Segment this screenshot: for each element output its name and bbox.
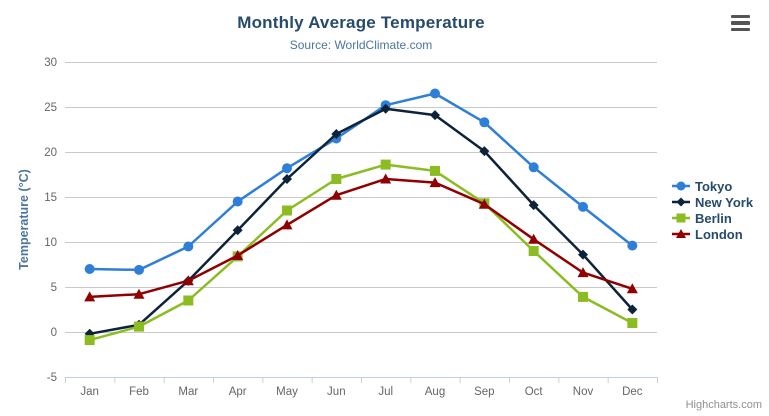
series-line-new-york[interactable] [88, 107, 634, 336]
data-point-berlin[interactable] [331, 174, 342, 184]
circle-legend-marker-icon [672, 181, 690, 191]
x-axis-label: Dec [622, 386, 643, 398]
data-point-tokyo[interactable] [282, 163, 292, 174]
data-point-tokyo[interactable] [183, 241, 194, 252]
legend-item-label: Berlin [695, 210, 732, 226]
data-point-london[interactable] [528, 233, 540, 244]
data-point-tokyo[interactable] [84, 264, 95, 274]
legend-item-berlin[interactable]: Berlin [672, 210, 753, 226]
x-axis-label: Jun [327, 386, 346, 398]
data-point-berlin[interactable] [380, 159, 391, 170]
x-axis-label: May [276, 386, 298, 398]
triangle-icon [676, 229, 686, 238]
data-point-new-york[interactable] [430, 110, 440, 121]
data-point-berlin[interactable] [183, 295, 194, 306]
legend-item-label: Tokyo [695, 178, 733, 194]
data-point-berlin[interactable] [627, 318, 638, 328]
data-point-tokyo[interactable] [578, 201, 588, 212]
x-axis-label: Sep [474, 386, 494, 398]
chart-subtitle: Source: WorldClimate.com [289, 38, 433, 52]
legend-item-new-york[interactable]: New York [672, 194, 753, 210]
data-point-london[interactable] [577, 267, 589, 278]
series-line-london[interactable] [88, 177, 634, 299]
data-point-london[interactable] [429, 177, 441, 188]
data-point-tokyo[interactable] [627, 240, 638, 251]
export-menu-button[interactable] [731, 15, 750, 31]
y-axis-label: 5 [51, 282, 57, 294]
x-axis-label: Jul [378, 386, 393, 398]
data-point-new-york[interactable] [331, 129, 342, 139]
hamburger-icon [731, 21, 750, 25]
x-axis-label: Nov [573, 386, 594, 398]
diamond-legend-marker-icon [672, 197, 690, 207]
data-point-new-york[interactable] [528, 200, 539, 211]
data-point-london[interactable] [626, 283, 638, 294]
series-line-tokyo[interactable] [88, 92, 634, 272]
y-axis-label: 15 [44, 192, 57, 204]
legend-item-label: New York [695, 194, 754, 210]
data-point-tokyo[interactable] [479, 117, 490, 128]
data-point-tokyo[interactable] [430, 88, 440, 99]
hamburger-icon [731, 15, 750, 19]
data-point-london[interactable] [281, 219, 293, 230]
data-point-tokyo[interactable] [232, 196, 243, 207]
hamburger-icon [731, 27, 750, 31]
data-point-berlin[interactable] [528, 246, 539, 256]
data-point-london[interactable] [330, 189, 342, 200]
y-axis-label: 10 [44, 237, 57, 249]
data-point-new-york[interactable] [282, 174, 292, 184]
data-point-london[interactable] [133, 288, 145, 299]
x-axis-label: Aug [425, 386, 445, 398]
x-axis-label: Apr [229, 386, 247, 398]
y-axis-label: 0 [51, 327, 57, 339]
triangle-legend-marker-icon [672, 229, 690, 238]
x-axis-label: Oct [525, 386, 544, 398]
legend: Tokyo New York Berlin London [672, 178, 753, 242]
legend-item-label: London [695, 226, 743, 242]
chart-title: Monthly Average Temperature [237, 13, 485, 32]
legend-item-tokyo[interactable]: Tokyo [672, 178, 753, 194]
circle-icon [676, 181, 686, 191]
y-axis-title: Temperature (°C) [17, 169, 31, 270]
y-axis-label: 20 [44, 147, 57, 159]
data-point-new-york[interactable] [479, 146, 490, 157]
data-point-berlin[interactable] [282, 205, 292, 216]
credits-link[interactable]: Highcharts.com [685, 399, 762, 411]
data-point-berlin[interactable] [84, 335, 95, 346]
y-axis-label: -5 [47, 372, 57, 384]
data-point-berlin[interactable] [578, 291, 588, 302]
data-point-london[interactable] [380, 173, 392, 184]
series-line-berlin[interactable] [88, 163, 634, 342]
legend-item-london[interactable]: London [672, 226, 753, 242]
data-point-tokyo[interactable] [134, 264, 144, 275]
data-point-new-york[interactable] [627, 304, 638, 315]
data-point-new-york[interactable] [578, 249, 588, 260]
data-point-london[interactable] [232, 250, 244, 260]
data-point-new-york[interactable] [232, 225, 243, 236]
x-axis-label: Mar [178, 386, 198, 398]
data-point-london[interactable] [182, 275, 194, 286]
data-point-berlin[interactable] [430, 165, 440, 176]
square-icon [676, 213, 686, 223]
x-axis-label: Feb [129, 386, 149, 398]
y-axis-label: 30 [44, 57, 57, 69]
square-legend-marker-icon [672, 213, 690, 223]
data-point-tokyo[interactable] [528, 162, 539, 173]
y-axis-label: 25 [44, 102, 57, 114]
data-point-london[interactable] [84, 291, 96, 302]
diamond-icon [676, 197, 686, 207]
data-point-berlin[interactable] [134, 321, 144, 332]
data-point-new-york[interactable] [380, 103, 391, 114]
data-point-london[interactable] [478, 198, 490, 209]
x-axis-label: Jan [80, 386, 99, 398]
